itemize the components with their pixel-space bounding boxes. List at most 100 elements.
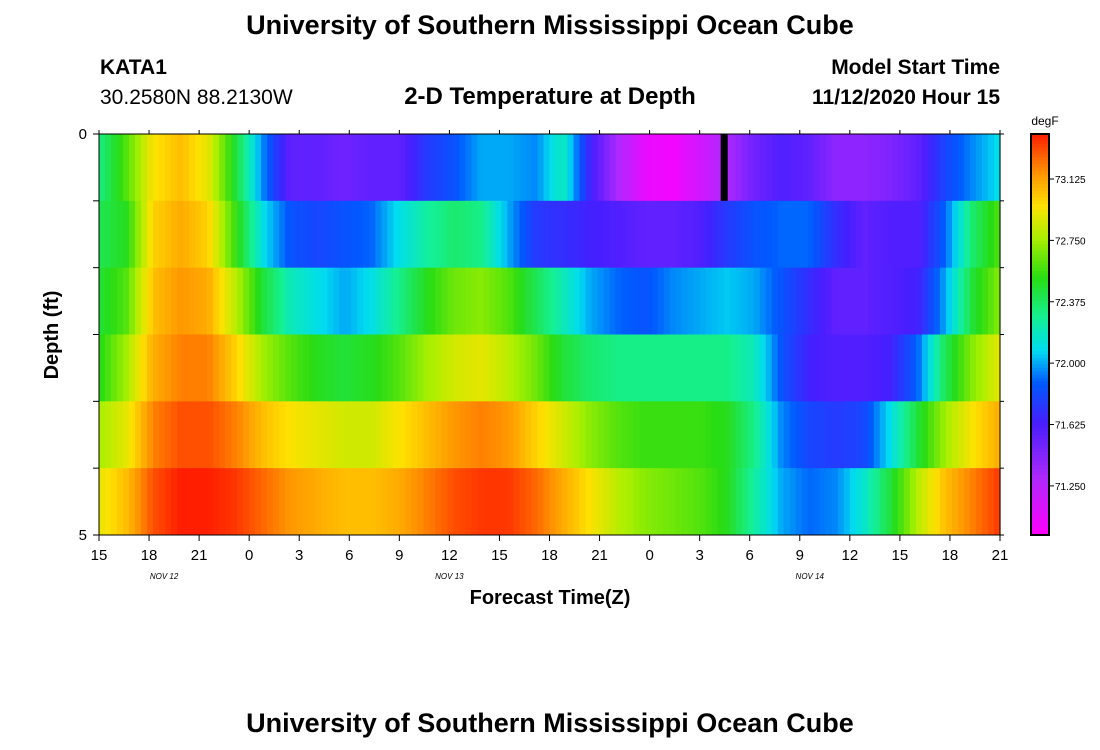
heatmap-cell	[789, 334, 797, 402]
heatmap-cell	[543, 267, 551, 335]
heatmap-cell	[399, 334, 406, 402]
heatmap-cell	[597, 134, 605, 202]
heatmap-cell	[897, 334, 905, 402]
heatmap-cell	[993, 267, 1001, 335]
colorbar-segment	[1031, 291, 1049, 295]
colorbar-segment	[1031, 160, 1049, 165]
heatmap-cell	[243, 401, 250, 469]
heatmap-cell	[837, 334, 845, 402]
heatmap-cell	[897, 401, 905, 469]
colorbar-segment	[1031, 144, 1049, 148]
colorbar-segment	[1031, 227, 1049, 232]
heatmap-cell	[549, 401, 557, 469]
heatmap-cell	[849, 468, 857, 536]
colorbar-segment	[1031, 518, 1049, 523]
heatmap-cell	[183, 468, 190, 536]
heatmap-cell	[651, 200, 659, 269]
heatmap-cell	[891, 468, 899, 536]
heatmap-cell	[633, 267, 641, 335]
heatmap-cell	[573, 200, 581, 269]
heatmap-cell	[387, 200, 394, 269]
heatmap-cell	[603, 200, 611, 269]
heatmap-cell	[207, 468, 214, 536]
heatmap-cell	[993, 468, 1001, 536]
heatmap-cell	[249, 401, 256, 469]
colorbar: 73.125 72.750 72.375 72.000 71.625 71.250	[1030, 133, 1086, 536]
heatmap-cell	[993, 134, 1001, 202]
heatmap-cell	[321, 401, 328, 469]
heatmap-cell	[351, 401, 358, 469]
heatmap-cell	[933, 401, 941, 469]
heatmap-cell	[435, 468, 442, 536]
heatmap-cell	[411, 200, 418, 269]
heatmap-cell	[543, 468, 551, 536]
heatmap-cell	[867, 267, 875, 335]
heatmap-cell	[501, 134, 509, 202]
heatmap-cell	[945, 200, 953, 269]
colorbar-segment	[1031, 254, 1049, 259]
heatmap-cell	[657, 200, 665, 269]
heatmap-cell	[285, 401, 292, 469]
colorbar-segment	[1031, 150, 1049, 155]
colorbar-segment	[1031, 344, 1049, 349]
heatmap-cell	[339, 401, 346, 469]
heatmap-cell	[795, 134, 803, 202]
heatmap-cell	[429, 401, 436, 469]
heatmap-cell	[483, 468, 491, 536]
heatmap-cell	[357, 200, 364, 269]
colorbar-segment	[1031, 164, 1049, 169]
heatmap-cell	[603, 134, 611, 202]
heatmap-cell	[957, 468, 965, 536]
heatmap-cell	[813, 134, 821, 202]
heatmap-cell	[279, 200, 286, 269]
heatmap-cell	[903, 200, 911, 269]
heatmap-cell	[807, 267, 815, 335]
heatmap-cell	[705, 200, 713, 269]
heatmap-cell	[843, 334, 851, 402]
heatmap-cell	[225, 401, 232, 469]
colorbar-segment	[1031, 424, 1049, 429]
colorbar-segment	[1031, 284, 1049, 289]
heatmap-cell	[423, 267, 430, 335]
heatmap-cell	[567, 134, 575, 202]
heatmap-cell	[897, 267, 905, 335]
heatmap-cell	[237, 468, 244, 536]
heatmap-cell	[429, 134, 436, 202]
colorbar-tick-label: 72.750	[1055, 236, 1086, 247]
colorbar-segment	[1031, 287, 1049, 292]
heatmap-cell	[639, 200, 647, 269]
heatmap-cell	[885, 200, 893, 269]
heatmap-cell	[771, 468, 779, 536]
heatmap-cell	[567, 200, 575, 269]
heatmap-cell	[549, 200, 557, 269]
heatmap-cell	[561, 134, 569, 202]
heatmap-cell	[939, 267, 947, 335]
heatmap-cell	[297, 334, 304, 402]
colorbar-segment	[1031, 484, 1049, 489]
heatmap-cell	[369, 334, 376, 402]
heatmap-cell	[405, 267, 412, 335]
heatmap-cell	[99, 334, 106, 402]
heatmap-cell	[201, 134, 208, 202]
heatmap-cell	[639, 401, 647, 469]
heatmap-cell	[117, 267, 124, 335]
heatmap-cell	[357, 401, 364, 469]
heatmap-cell	[255, 134, 262, 202]
heatmap-cell	[627, 468, 635, 536]
heatmap-cell	[363, 401, 370, 469]
heatmap-cell	[987, 468, 995, 536]
heatmap-cell	[783, 334, 791, 402]
heatmap-cell	[633, 468, 641, 536]
heatmap-cell	[261, 267, 268, 335]
heatmap-cell	[519, 334, 527, 402]
heatmap-cell	[561, 200, 569, 269]
heatmap-cell	[363, 200, 370, 269]
heatmap-cell	[903, 468, 911, 536]
heatmap-cell	[171, 200, 178, 269]
heatmap-cell	[513, 134, 521, 202]
heatmap-cell	[153, 468, 160, 536]
heatmap-cell	[387, 468, 394, 536]
heatmap-cell	[213, 134, 220, 202]
heatmap-cell	[447, 468, 454, 536]
heatmap-cell	[279, 134, 286, 202]
